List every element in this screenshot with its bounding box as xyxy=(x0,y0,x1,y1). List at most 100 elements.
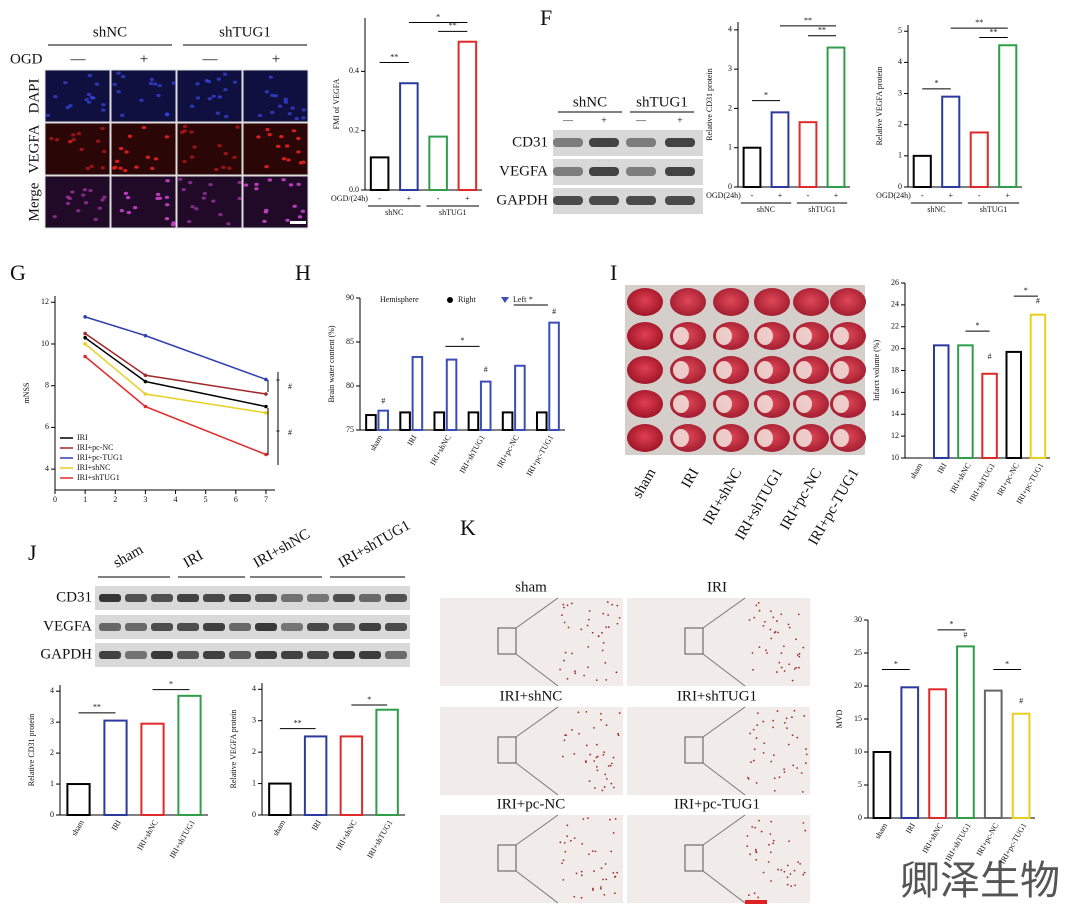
vessel xyxy=(785,717,788,720)
cell xyxy=(288,183,294,187)
cell xyxy=(270,110,275,114)
vessel xyxy=(788,840,790,843)
vessel xyxy=(574,670,576,673)
bar xyxy=(140,722,165,817)
vessel xyxy=(600,712,602,715)
x-tick-label: IRI+shTUG1 xyxy=(458,433,487,475)
vessel xyxy=(612,871,615,874)
infarct xyxy=(833,429,849,447)
group-label: shNC xyxy=(927,205,945,214)
vessel xyxy=(794,884,796,887)
band xyxy=(553,138,583,147)
x-tick-label: IRI+pc-NC xyxy=(495,433,521,469)
vessel xyxy=(559,668,561,671)
cell xyxy=(281,178,286,182)
band xyxy=(203,651,225,659)
cell xyxy=(217,144,222,148)
histology-label: IRI+pc-NC xyxy=(497,796,565,812)
cell xyxy=(119,209,125,213)
cell xyxy=(170,223,176,227)
cell xyxy=(223,88,228,92)
sig-label: ** xyxy=(975,18,983,27)
x-tick-label: - xyxy=(921,191,924,200)
vessel xyxy=(563,739,566,742)
x-tick-label: IRI xyxy=(405,433,418,447)
y-tick-label: 4 xyxy=(252,684,256,693)
zoom-line xyxy=(515,762,559,796)
vessel xyxy=(777,868,779,871)
ogd-mark: — xyxy=(635,115,647,126)
vessel xyxy=(758,819,761,822)
vessel xyxy=(763,742,766,745)
vessel xyxy=(596,769,599,772)
vessel xyxy=(783,870,786,873)
vessel xyxy=(562,603,565,606)
vessel xyxy=(754,848,757,851)
cell xyxy=(127,134,133,138)
y-tick-label: 10 xyxy=(41,339,49,348)
vessel xyxy=(586,624,589,627)
cell xyxy=(100,198,105,202)
cell xyxy=(63,81,68,85)
group-label: shTUG1 xyxy=(219,24,271,40)
zoom-box xyxy=(497,627,517,655)
vessel xyxy=(780,652,783,655)
cell xyxy=(189,130,194,134)
cell xyxy=(283,100,289,104)
cell xyxy=(237,180,242,185)
band xyxy=(359,651,381,659)
sig-label: * xyxy=(529,295,533,304)
vessel xyxy=(769,851,772,854)
y-tick-label: 22 xyxy=(891,322,899,331)
cell xyxy=(217,95,222,99)
cell xyxy=(54,138,60,142)
vessel xyxy=(753,616,756,619)
zoom-box xyxy=(684,844,704,872)
vessel xyxy=(593,787,596,789)
band xyxy=(125,623,147,631)
cell xyxy=(53,95,58,99)
cell xyxy=(121,74,126,79)
sig-label: * xyxy=(1005,659,1009,668)
band xyxy=(307,651,329,659)
bar xyxy=(1005,350,1022,459)
vessel xyxy=(564,651,567,654)
point xyxy=(264,452,268,457)
y-tick-label: 2 xyxy=(252,747,256,756)
cell xyxy=(164,135,170,139)
cell xyxy=(145,155,151,159)
sig-label: ** xyxy=(93,703,101,712)
ogd-mark: — xyxy=(202,51,219,67)
y-tick-label: 12 xyxy=(891,431,899,440)
vessel xyxy=(770,637,773,640)
band xyxy=(553,167,583,176)
x-tick-label: 4 xyxy=(174,495,178,504)
vessel xyxy=(798,652,801,655)
cell xyxy=(223,152,228,156)
y-tick-label: 0 xyxy=(728,182,732,191)
bar xyxy=(770,111,790,188)
ogd-mark: — xyxy=(70,51,87,67)
y-tick-label: 4 xyxy=(898,57,902,66)
band xyxy=(626,138,656,147)
vessel xyxy=(786,876,789,879)
cell xyxy=(254,187,259,191)
vessel xyxy=(787,743,790,746)
infarct xyxy=(673,429,689,447)
cell xyxy=(235,125,240,129)
cell xyxy=(296,136,301,141)
vessel xyxy=(610,782,613,785)
cell xyxy=(257,113,263,118)
cell xyxy=(45,113,51,117)
cell xyxy=(123,168,128,173)
y-tick-label: 10 xyxy=(891,453,899,462)
y-axis-label: MVD xyxy=(835,709,844,728)
bar xyxy=(981,372,998,459)
vessel xyxy=(612,832,615,834)
vessel xyxy=(786,864,789,867)
cell xyxy=(290,106,295,110)
vessel xyxy=(566,677,569,680)
sig-label: # xyxy=(988,352,992,361)
bar xyxy=(457,40,478,191)
cell xyxy=(89,164,94,168)
